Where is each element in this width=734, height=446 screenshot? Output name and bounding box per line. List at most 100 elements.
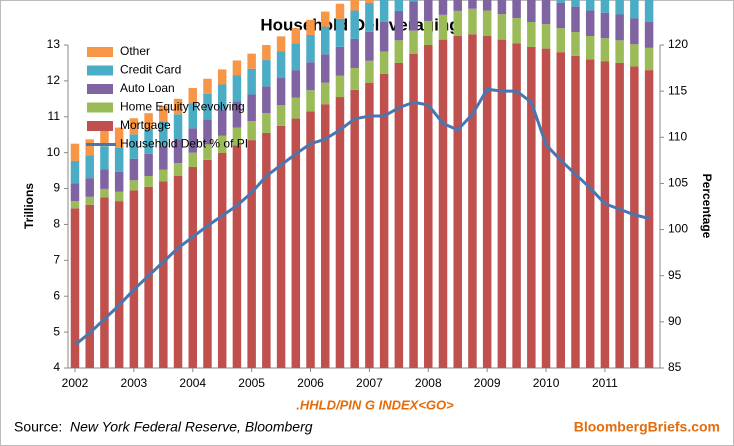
bar-segment <box>306 34 315 63</box>
bar-segment <box>129 158 139 181</box>
x-tick-label: 2010 <box>533 376 560 390</box>
ticker: .HHLD/PIN G INDEX<GO> <box>296 397 454 412</box>
y-tick-label: 8 <box>53 217 60 231</box>
bar-segment <box>100 197 109 368</box>
bar-segment <box>644 47 654 71</box>
x-tick-label: 2007 <box>356 376 383 390</box>
legend-swatch <box>87 102 113 113</box>
bar-segment <box>276 125 286 368</box>
bar-segment <box>556 52 566 369</box>
bar-segment <box>409 30 418 54</box>
y-axis-label: Trillions <box>22 183 36 229</box>
bar-segment <box>188 152 198 168</box>
x-tick-label: 2003 <box>121 376 148 390</box>
bar-segment <box>571 55 580 369</box>
bar-segment <box>100 146 109 170</box>
x-tick-label: 2006 <box>297 376 324 390</box>
bar-segment <box>424 20 433 45</box>
bar-segment <box>482 10 492 37</box>
bar-segment <box>541 48 551 368</box>
bar-segment <box>247 121 256 141</box>
y2-tick-label: 100 <box>668 222 688 236</box>
bar-segment <box>379 0 389 23</box>
source-label: Source: <box>14 419 62 435</box>
bar-segment <box>541 0 551 25</box>
bar-segment <box>144 153 153 176</box>
bar-segment <box>571 32 580 56</box>
bar-segment <box>262 113 271 133</box>
bar-segment <box>512 43 521 368</box>
bar-segment <box>85 139 94 156</box>
bar-segment <box>159 121 168 147</box>
bar-segment <box>291 28 301 44</box>
bar-segment <box>173 163 183 176</box>
legend-label: Home Equity Revolving <box>120 100 245 114</box>
bar-segment <box>144 128 153 154</box>
bar-segment <box>556 28 566 53</box>
bar-segment <box>600 61 610 369</box>
bar-segment <box>70 201 80 209</box>
bar-segment <box>335 97 345 369</box>
bar-segment <box>630 66 639 369</box>
bar-segment <box>159 169 168 182</box>
bar-segment <box>527 22 536 47</box>
bar-segment <box>85 155 94 179</box>
bar-segment <box>232 60 242 76</box>
bar-segment <box>497 39 507 368</box>
bar-segment <box>276 36 286 52</box>
bar-segment <box>379 73 389 368</box>
y2-axis-label: Percentage <box>700 174 714 239</box>
bar-segment <box>615 62 624 368</box>
bar-segment <box>394 10 404 41</box>
bar-segment <box>585 36 595 60</box>
bar-segment <box>291 43 301 71</box>
bar-segment <box>188 128 198 153</box>
bar-segment <box>556 2 566 29</box>
bar-segment <box>306 62 315 91</box>
bar-segment <box>379 51 389 74</box>
bar-segment <box>100 188 109 198</box>
bar-segment <box>114 191 124 202</box>
y-tick-label: 13 <box>47 37 61 51</box>
bar-segment <box>247 53 256 69</box>
bar-segment <box>335 75 345 98</box>
bar-segment <box>541 24 551 49</box>
bar-segment <box>365 3 374 32</box>
legend-label: Auto Loan <box>120 81 175 95</box>
bar-segment <box>512 0 521 19</box>
bar-segment <box>173 98 183 115</box>
bar-segment <box>527 46 536 369</box>
y-tick-label: 9 <box>53 181 60 195</box>
bar-segment <box>159 106 168 122</box>
bar-segment <box>409 0 418 2</box>
bar-segment <box>438 14 448 40</box>
bar-segment <box>350 0 359 11</box>
bar-segment <box>320 54 330 83</box>
bar-segment <box>585 0 595 11</box>
x-tick-label: 2004 <box>179 376 206 390</box>
bar-segment <box>482 0 492 11</box>
bar-segment <box>262 132 271 368</box>
bar-segment <box>247 94 256 122</box>
bar-segment <box>203 144 212 160</box>
x-tick-label: 2011 <box>592 376 618 390</box>
legend-label: Household Debt % of PI <box>120 137 248 151</box>
bar-segment <box>188 88 198 104</box>
bar-segment <box>144 175 153 187</box>
bar-segment <box>468 8 477 35</box>
bar-segment <box>85 204 94 368</box>
bar-segment <box>453 0 462 11</box>
bar-segment <box>527 0 536 23</box>
bar-segment <box>644 21 654 48</box>
legend-swatch <box>87 121 113 131</box>
bar-segment <box>159 146 168 170</box>
bar-segment <box>85 178 94 197</box>
bar-segment <box>482 36 492 369</box>
y2-tick-label: 90 <box>668 314 682 328</box>
bar-segment <box>232 101 242 128</box>
bar-segment <box>512 18 521 44</box>
bar-segment <box>615 40 624 63</box>
y-tick-label: 11 <box>48 109 61 123</box>
bar-segment <box>365 0 374 4</box>
